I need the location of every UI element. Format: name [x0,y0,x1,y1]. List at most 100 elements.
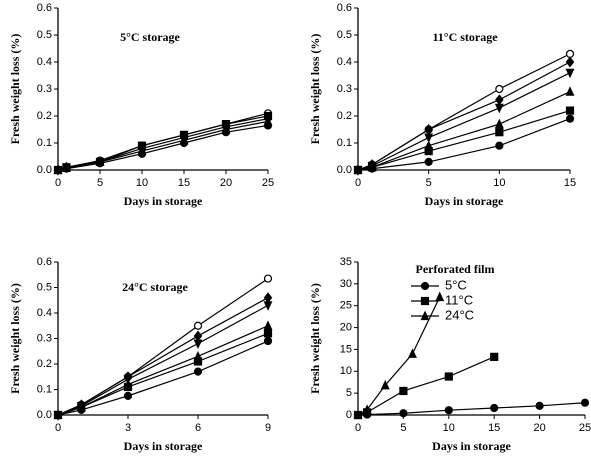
y-tick-label: 0.4 [37,56,52,68]
x-axis-label: Days in storage [124,194,203,208]
marker [263,329,273,338]
y-tick-label: 0.5 [37,29,52,41]
y-axis-label: Fresh weight loss (%) [308,34,322,145]
y-tick-label: 0.6 [37,256,52,268]
marker [193,367,203,376]
marker [420,281,430,291]
marker [565,68,575,79]
marker [424,147,433,156]
marker [444,372,453,381]
series-line [357,53,571,171]
marker [193,339,203,350]
x-tick-label: 9 [265,422,271,434]
marker [535,401,544,410]
x-tick-label: 3 [125,422,131,434]
y-tick-label: 10 [340,365,352,377]
x-tick-label: 0 [55,422,61,434]
marker [495,94,504,106]
marker [193,321,203,330]
marker [420,296,430,306]
y-tick-label: 15 [340,343,352,355]
y-tick-label: 0.0 [37,409,52,421]
y-tick-label: 0.0 [337,164,352,176]
marker [565,106,575,115]
y-axis-label: Fresh weight loss (%) [308,283,322,394]
x-tick-label: 20 [533,422,545,434]
y-axis-label: Fresh weight loss (%) [8,34,22,145]
series-line [357,296,441,416]
y-tick-label: 0.3 [337,83,352,95]
marker [362,404,372,414]
marker [435,291,445,302]
y-tick-label: 0 [346,409,352,421]
marker [494,118,504,129]
y-tick-label: 0.2 [337,110,352,122]
x-tick-label: 6 [195,422,201,434]
x-axis-label: Days in storage [432,439,511,453]
chart-title: Perforated film [416,262,495,276]
marker [193,330,203,342]
marker [495,128,504,137]
y-tick-label: 0.2 [37,110,52,122]
marker [494,103,504,114]
x-tick-label: 0 [355,177,361,189]
legend-label: 11°C [445,292,473,307]
marker [123,382,133,392]
marker [353,409,363,420]
chart-title: 24°C storage [122,280,188,294]
marker [263,336,273,346]
x-tick-label: 0 [55,177,61,189]
y-tick-label: 0.1 [37,137,52,149]
marker [263,301,273,311]
y-tick-label: 0.0 [37,164,52,176]
marker [580,398,590,407]
x-tick-label: 25 [262,177,274,189]
marker [62,164,71,173]
marker [490,352,499,361]
x-tick-label: 25 [579,422,591,434]
marker [368,164,377,173]
series-line [57,304,269,416]
marker [137,149,147,158]
series-line [57,278,269,416]
series-line [357,402,586,416]
marker [263,320,273,330]
marker [353,165,363,175]
marker [420,310,430,321]
x-tick-label: 15 [488,422,500,434]
y-tick-label: 0.4 [37,307,52,319]
y-tick-label: 5 [346,387,352,399]
marker [263,121,273,130]
marker [495,84,504,94]
x-tick-label: 10 [136,177,148,189]
marker [380,379,390,390]
y-tick-label: 0.1 [337,137,352,149]
series-line [357,356,495,416]
marker [565,49,575,59]
marker [424,133,434,144]
x-tick-label: 5 [426,177,432,189]
y-tick-label: 0.5 [37,281,52,293]
marker [77,405,86,414]
x-axis-label: Days in storage [124,439,203,453]
y-tick-label: 25 [340,300,352,312]
x-tick-label: 10 [493,177,505,189]
legend-label: 24°C [445,307,474,322]
marker [424,157,433,166]
series-line [357,72,571,171]
marker [565,114,575,123]
marker [95,159,105,168]
y-tick-label: 0.3 [37,332,52,344]
y-tick-label: 0.5 [337,29,352,41]
y-tick-label: 30 [340,278,352,290]
y-tick-label: 0.6 [337,2,352,14]
series-line [57,297,269,416]
x-tick-label: 10 [443,422,455,434]
y-tick-label: 35 [340,256,352,268]
marker [193,357,203,366]
y-tick-label: 0.6 [37,2,52,14]
marker [179,138,189,148]
x-tick-label: 5 [400,422,406,434]
x-tick-label: 5 [97,177,103,189]
marker [565,86,575,96]
